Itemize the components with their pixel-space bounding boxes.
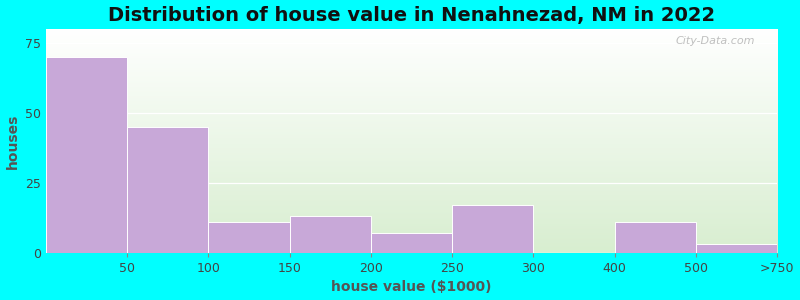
Bar bbox=[614, 222, 696, 253]
Bar bbox=[696, 244, 777, 253]
Bar bbox=[452, 205, 534, 253]
Bar bbox=[127, 127, 209, 253]
Bar bbox=[371, 233, 452, 253]
X-axis label: house value ($1000): house value ($1000) bbox=[331, 280, 492, 294]
Bar bbox=[209, 222, 290, 253]
Text: City-Data.com: City-Data.com bbox=[676, 36, 755, 46]
Bar bbox=[290, 217, 371, 253]
Title: Distribution of house value in Nenahnezad, NM in 2022: Distribution of house value in Nenahneza… bbox=[108, 6, 715, 25]
Bar bbox=[46, 57, 127, 253]
Y-axis label: houses: houses bbox=[6, 113, 19, 169]
